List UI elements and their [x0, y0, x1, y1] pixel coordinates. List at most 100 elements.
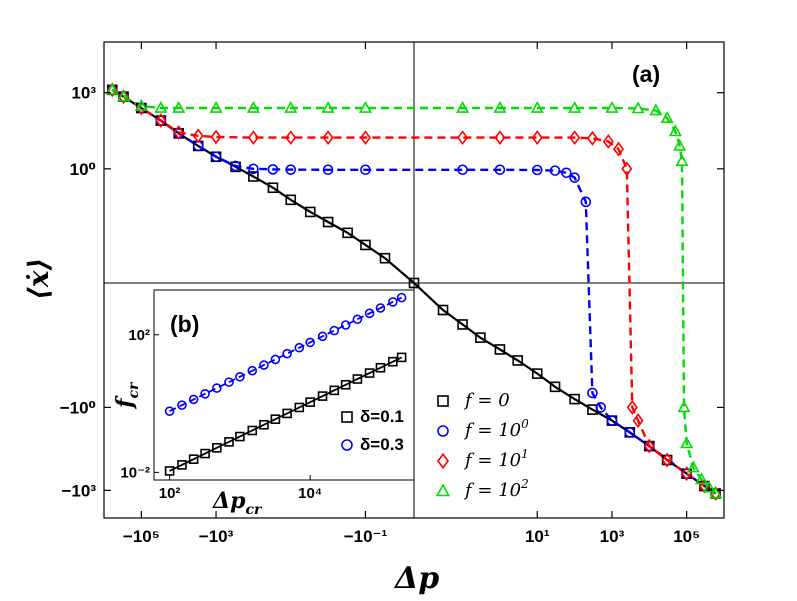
panel-b-plot [164, 292, 407, 476]
data-point [549, 381, 561, 393]
data-point [569, 393, 580, 405]
panel-b-y-ticks: 10⁻² 10² [120, 327, 159, 481]
inset-data-point [396, 352, 407, 363]
legend-marker [435, 483, 451, 497]
inset-x-tick-label: 10² [159, 485, 181, 502]
data-point [457, 319, 468, 330]
inset-data-point [247, 425, 258, 436]
inset-data-point [340, 320, 351, 330]
data-point [105, 82, 119, 95]
legend-label: f = 102 [463, 477, 529, 501]
x-tick-label: 10⁵ [673, 527, 700, 546]
data-point [230, 160, 241, 172]
inset-legend-marker [341, 439, 353, 451]
inset-data-point [329, 385, 340, 396]
data-point [408, 277, 420, 289]
legend-label-main: f = 10 [463, 450, 521, 471]
inset-data-point [188, 454, 199, 464]
panel-b-legend: δ=0.1 δ=0.3 [341, 407, 404, 454]
legend-marker [437, 452, 449, 470]
data-point [531, 164, 543, 176]
legend-marker [437, 395, 449, 407]
data-point [702, 480, 716, 493]
inset-data-point [212, 383, 222, 393]
inset-data-point [259, 360, 269, 370]
inset-data-point [364, 308, 375, 319]
data-point [680, 436, 694, 449]
inset-data-point [294, 402, 305, 413]
data-point [106, 82, 118, 98]
panel-b-x-axis-title-sub: cr [245, 502, 263, 518]
data-point [531, 130, 543, 146]
series-line [111, 88, 717, 495]
data-point [621, 161, 633, 177]
data-point [321, 100, 335, 113]
data-point [686, 460, 700, 473]
data-point [285, 164, 297, 175]
data-point [561, 167, 572, 179]
data-point [285, 194, 297, 206]
inset-data-point [270, 354, 281, 365]
y-tick-label: −10³ [62, 481, 97, 500]
y-tick-label: 10³ [71, 84, 96, 103]
inset-data-point [177, 460, 187, 470]
data-point [595, 402, 607, 413]
data-point [587, 387, 598, 399]
data-point [613, 141, 625, 157]
x-tick-label: −10³ [199, 527, 234, 546]
data-point [675, 154, 689, 167]
data-point [649, 103, 663, 116]
inset-legend-marker [341, 411, 353, 423]
panel-b-x-axis-title-main: Δp [212, 488, 246, 514]
inset-data-point [164, 466, 175, 476]
data-point [322, 164, 334, 176]
panel-a: −10⁵ −10³ −10⁻¹ 10¹ 10³ 10⁵ −10³ −10⁰ 10⁰ 10³ (a… [22, 41, 725, 596]
inset-data-point [317, 391, 328, 401]
data-point [677, 400, 691, 413]
data-point [246, 100, 260, 113]
panel-a-label: (a) [632, 61, 660, 87]
data-point [247, 130, 259, 146]
data-point [568, 100, 582, 113]
inset-data-point [270, 414, 281, 424]
data-point [580, 196, 592, 208]
panel-b-y-axis-title-sub: cr [126, 381, 142, 399]
data-point [117, 89, 131, 102]
inset-data-point [224, 377, 234, 387]
data-point [694, 472, 709, 485]
inset-data-point [317, 331, 328, 342]
inset-data-point [305, 337, 315, 348]
panel-b-frame [153, 289, 415, 481]
data-point [155, 113, 167, 128]
data-point [494, 164, 506, 176]
data-point [154, 100, 168, 113]
data-point [437, 304, 449, 316]
data-point [643, 438, 655, 454]
y-axis-title: ⟨ẋ⟩ [22, 258, 55, 300]
data-point [606, 415, 618, 426]
panel-a-y-ticks: −10³ −10⁰ 10⁰ 10³ [60, 84, 724, 500]
data-point [173, 125, 185, 140]
data-point [248, 163, 259, 175]
data-point [285, 130, 297, 146]
data-point [284, 100, 298, 113]
legend-marker [437, 425, 449, 437]
inset-data-point [375, 362, 386, 373]
data-point [134, 98, 148, 111]
inset-data-point [352, 374, 363, 384]
inset-data-point [164, 406, 175, 416]
inset-data-point [396, 292, 407, 303]
inset-data-point [375, 303, 386, 313]
x-axis-title: Δp [393, 561, 439, 596]
data-point [631, 101, 645, 114]
data-point [457, 130, 469, 146]
inset-data-point [282, 408, 292, 419]
data-point [673, 138, 687, 151]
inset-legend-label: δ=0.3 [360, 435, 404, 454]
data-point [358, 100, 372, 113]
legend-label-sup: 2 [520, 477, 529, 491]
legend-label: f = 100 [463, 417, 529, 441]
